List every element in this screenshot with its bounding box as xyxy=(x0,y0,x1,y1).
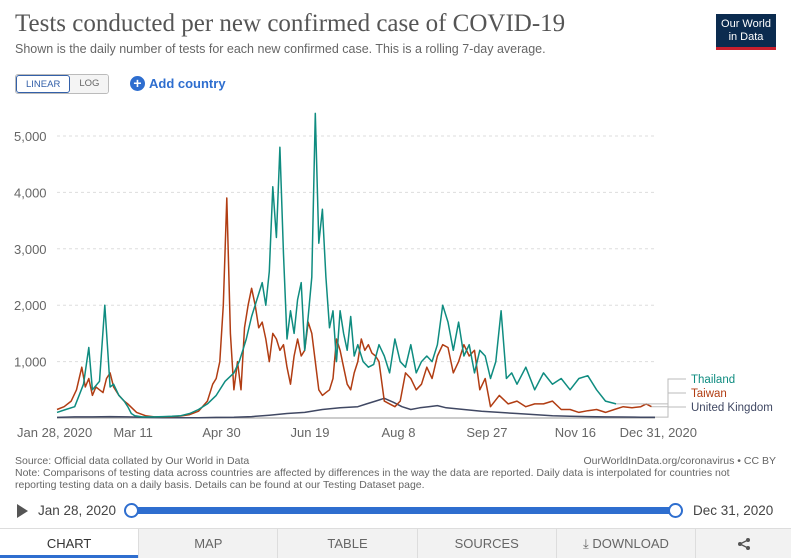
tab-map[interactable]: MAP xyxy=(138,529,277,558)
x-tick-label: Mar 11 xyxy=(113,425,153,440)
note-text: Note: Comparisons of testing data across… xyxy=(15,467,730,491)
tab-sources[interactable]: SOURCES xyxy=(416,529,556,558)
x-tick-label: Aug 8 xyxy=(381,425,415,440)
line-chart: 1,000 2,000 3,000 4,000 5,000 Jan 28, 2020 Mar… xyxy=(14,112,773,440)
tab-download[interactable]: ⤓ DOWNLOAD xyxy=(555,529,695,558)
timeline-start-label: Jan 28, 2020 xyxy=(38,503,117,518)
source-text: Source: Official data collated by Our Wo… xyxy=(15,455,250,467)
timeline-end-label: Dec 31, 2020 xyxy=(693,503,774,518)
legend-label-taiwan: Taiwan xyxy=(691,388,727,400)
tab-share[interactable] xyxy=(695,529,791,558)
download-icon: ⤓ xyxy=(582,536,589,551)
legend-connector xyxy=(655,406,686,418)
add-country-button[interactable]: + Add country xyxy=(130,76,226,91)
y-tick-label: 3,000 xyxy=(14,242,47,257)
x-tick-label: Apr 30 xyxy=(202,425,240,440)
timeline: Jan 28, 2020 Dec 31, 2020 xyxy=(0,498,791,524)
chart-title: Tests conducted per new confirmed case o… xyxy=(15,10,566,37)
series-line-united-kingdom xyxy=(56,397,655,419)
timeline-end-handle[interactable] xyxy=(668,503,683,518)
x-tick-label: Jun 19 xyxy=(290,425,329,440)
y-tick-label: 1,000 xyxy=(14,355,47,370)
legend-connector xyxy=(616,378,686,405)
series-line-thailand xyxy=(56,112,617,418)
x-tick-label: Jan 28, 2020 xyxy=(17,425,92,440)
add-country-label: Add country xyxy=(149,76,226,91)
logo-line-1: Our World xyxy=(721,18,771,30)
log-scale-button[interactable]: LOG xyxy=(70,75,109,93)
legend-connector xyxy=(651,392,686,408)
timeline-track[interactable] xyxy=(131,507,676,514)
y-tick-label: 4,000 xyxy=(14,185,47,200)
legend-label-united-kingdom: United Kingdom xyxy=(691,402,773,414)
tab-bar: CHART MAP TABLE SOURCES ⤓ DOWNLOAD xyxy=(0,528,791,558)
x-tick-label: Sep 27 xyxy=(466,425,507,440)
logo-line-2: in Data xyxy=(728,31,764,43)
timeline-start-handle[interactable] xyxy=(124,503,139,518)
series-line-taiwan xyxy=(56,197,652,418)
x-tick-label: Dec 31, 2020 xyxy=(620,425,697,440)
play-icon[interactable] xyxy=(17,504,28,518)
citation-text[interactable]: OurWorldInData.org/coronavirus • CC BY xyxy=(583,455,776,467)
legend-label-thailand: Thailand xyxy=(691,374,735,386)
download-label: DOWNLOAD xyxy=(592,536,669,551)
y-tick-label: 5,000 xyxy=(14,129,47,144)
share-icon xyxy=(737,537,750,550)
plus-icon: + xyxy=(130,76,145,91)
scale-toggle: LINEAR LOG xyxy=(15,74,110,94)
chart-subtitle: Shown is the daily number of tests for e… xyxy=(15,42,546,56)
owid-logo[interactable]: Our World in Data xyxy=(716,14,776,50)
tab-table[interactable]: TABLE xyxy=(277,529,416,558)
linear-scale-button[interactable]: LINEAR xyxy=(16,75,71,93)
x-tick-label: Nov 16 xyxy=(555,425,596,440)
tab-chart[interactable]: CHART xyxy=(0,529,139,558)
y-tick-label: 2,000 xyxy=(14,298,47,313)
